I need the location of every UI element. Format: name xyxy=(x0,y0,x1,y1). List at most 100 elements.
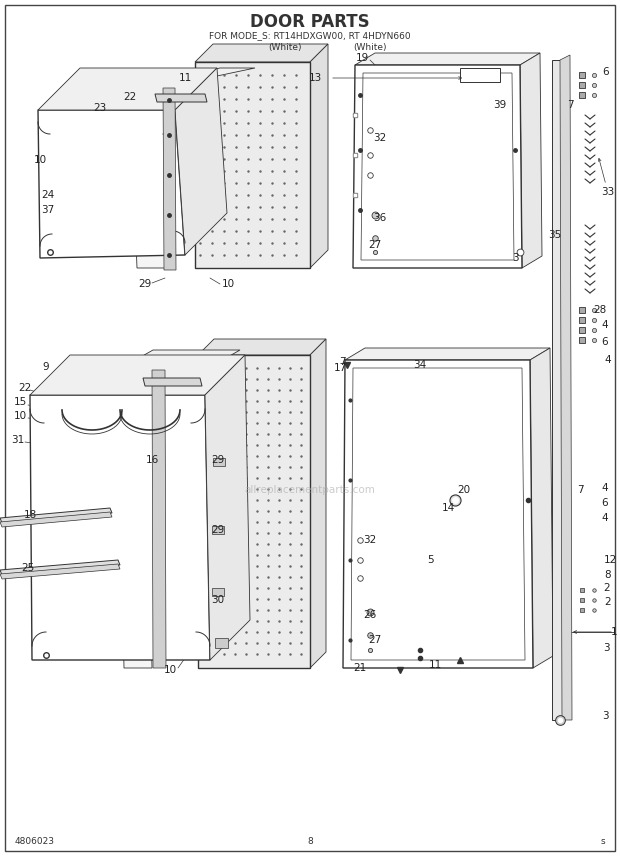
Polygon shape xyxy=(30,355,245,395)
Text: 35: 35 xyxy=(548,230,562,240)
Text: 11: 11 xyxy=(179,73,192,83)
Text: 7: 7 xyxy=(339,357,345,367)
Text: DOOR PARTS: DOOR PARTS xyxy=(250,13,370,31)
Text: s: s xyxy=(600,837,605,847)
Polygon shape xyxy=(520,53,542,268)
Text: allreplacementparts.com: allreplacementparts.com xyxy=(244,485,376,495)
Text: FOR MODE_S: RT14HDXGW00, RT 4HDYN660: FOR MODE_S: RT14HDXGW00, RT 4HDYN660 xyxy=(209,32,411,40)
Polygon shape xyxy=(560,55,572,720)
Text: 18: 18 xyxy=(24,510,37,520)
Polygon shape xyxy=(38,110,185,258)
Polygon shape xyxy=(38,68,217,110)
Text: 23: 23 xyxy=(94,103,107,113)
Text: 32: 32 xyxy=(373,133,387,143)
Text: 6: 6 xyxy=(603,67,609,77)
Polygon shape xyxy=(163,88,176,270)
Text: 10: 10 xyxy=(14,411,27,421)
Text: 10: 10 xyxy=(164,665,177,675)
Text: 14: 14 xyxy=(441,503,454,513)
Polygon shape xyxy=(353,65,522,268)
Text: 4: 4 xyxy=(604,355,611,365)
Text: 15: 15 xyxy=(14,397,27,407)
Text: 5: 5 xyxy=(427,555,433,565)
Polygon shape xyxy=(130,88,168,268)
Text: 20: 20 xyxy=(458,485,471,495)
Polygon shape xyxy=(118,370,152,668)
Polygon shape xyxy=(195,44,328,62)
Polygon shape xyxy=(0,560,120,575)
Text: 22: 22 xyxy=(19,383,32,393)
Text: 17: 17 xyxy=(334,363,347,373)
Polygon shape xyxy=(198,339,326,355)
Text: 11: 11 xyxy=(428,660,441,670)
Text: 7: 7 xyxy=(577,485,583,495)
Text: 37: 37 xyxy=(42,205,55,215)
Text: 19: 19 xyxy=(355,53,369,63)
Text: 28: 28 xyxy=(593,305,606,315)
Text: 26: 26 xyxy=(363,610,376,620)
Text: 3: 3 xyxy=(512,253,518,263)
Text: 2: 2 xyxy=(604,597,611,607)
Text: 33: 33 xyxy=(601,187,614,197)
Text: 10: 10 xyxy=(221,279,234,289)
Polygon shape xyxy=(345,348,550,360)
Text: 29: 29 xyxy=(211,455,224,465)
Polygon shape xyxy=(175,68,227,255)
Text: 2: 2 xyxy=(604,583,610,593)
Text: 32: 32 xyxy=(363,535,376,545)
Text: 29: 29 xyxy=(211,525,224,535)
Text: 27: 27 xyxy=(368,240,382,250)
Text: 3: 3 xyxy=(603,643,609,653)
Text: 4: 4 xyxy=(601,320,608,330)
Text: 10: 10 xyxy=(33,155,46,165)
Polygon shape xyxy=(130,68,255,88)
Polygon shape xyxy=(30,395,210,660)
Polygon shape xyxy=(0,512,112,527)
Text: 1: 1 xyxy=(611,627,618,637)
Text: 3: 3 xyxy=(601,711,608,721)
Polygon shape xyxy=(152,370,166,668)
Text: (White): (White) xyxy=(353,43,387,51)
Text: 36: 36 xyxy=(373,213,387,223)
Polygon shape xyxy=(213,458,225,466)
Polygon shape xyxy=(118,350,240,370)
Polygon shape xyxy=(155,94,207,102)
Polygon shape xyxy=(143,378,202,386)
Polygon shape xyxy=(212,588,224,596)
Text: 16: 16 xyxy=(145,455,159,465)
Text: 7: 7 xyxy=(567,100,574,110)
Bar xyxy=(460,68,500,82)
Text: 22: 22 xyxy=(123,92,136,102)
Text: 39: 39 xyxy=(494,100,507,110)
Polygon shape xyxy=(530,348,553,668)
Text: 6: 6 xyxy=(601,337,608,347)
Polygon shape xyxy=(310,339,326,668)
Polygon shape xyxy=(0,564,120,579)
Text: 24: 24 xyxy=(42,190,55,200)
Text: 8: 8 xyxy=(604,570,611,580)
Text: 34: 34 xyxy=(414,360,427,370)
Text: 8: 8 xyxy=(307,837,313,847)
Text: 12: 12 xyxy=(603,555,617,565)
Polygon shape xyxy=(310,44,328,268)
Text: 29: 29 xyxy=(138,279,152,289)
Text: 4806023: 4806023 xyxy=(15,837,55,847)
Polygon shape xyxy=(343,360,533,668)
Polygon shape xyxy=(205,355,250,660)
Text: 13: 13 xyxy=(308,73,322,83)
Text: 27: 27 xyxy=(368,635,382,645)
Text: 31: 31 xyxy=(11,435,25,445)
Polygon shape xyxy=(355,53,540,65)
Polygon shape xyxy=(0,508,112,523)
Polygon shape xyxy=(195,62,310,268)
Text: 4: 4 xyxy=(601,513,608,523)
Polygon shape xyxy=(198,355,310,668)
Text: 25: 25 xyxy=(21,563,35,573)
Text: 21: 21 xyxy=(353,663,366,673)
Text: 30: 30 xyxy=(211,595,224,605)
Polygon shape xyxy=(212,526,224,534)
Polygon shape xyxy=(552,60,562,720)
Text: 4: 4 xyxy=(601,483,608,493)
Polygon shape xyxy=(215,638,228,648)
Text: 9: 9 xyxy=(43,362,50,372)
